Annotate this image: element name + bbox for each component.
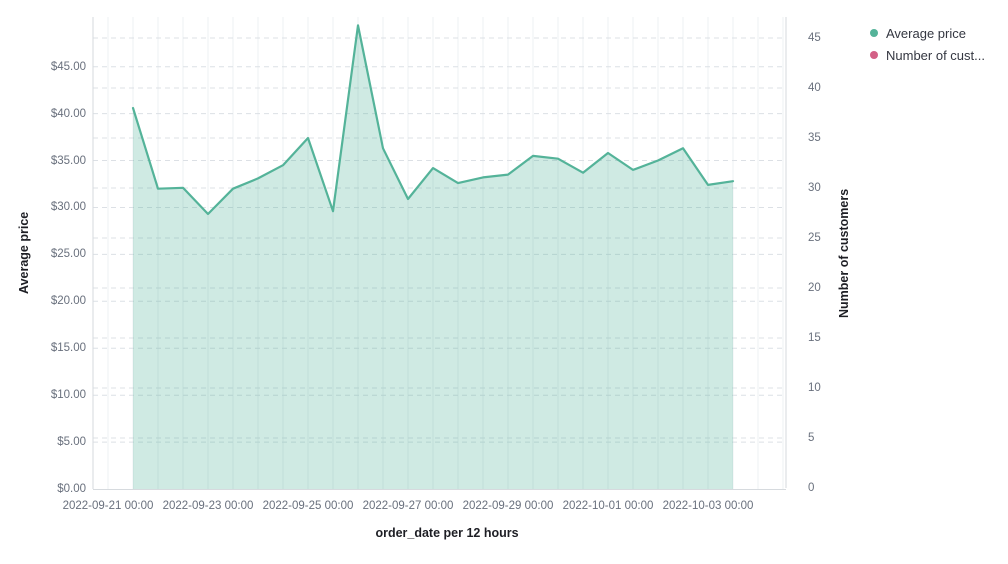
right-axis-tick-label: 30 bbox=[808, 182, 821, 194]
left-axis-tick-label: $20.00 bbox=[50, 295, 86, 308]
x-axis-tick-label: 2022-09-27 00:00 bbox=[362, 500, 454, 512]
x-axis-tick-label: 2022-10-01 00:00 bbox=[562, 500, 654, 512]
right-axis-tick-labels: 0 5 10 15 20 25 30 35 40 45 bbox=[808, 0, 868, 564]
left-axis-tick-label: $5.00 bbox=[57, 436, 86, 449]
legend-color-dot-icon bbox=[870, 29, 878, 37]
left-axis-tick-label: $0.00 bbox=[57, 483, 86, 495]
left-axis-tick-labels: $0.00 $5.00 $10.00 $15.00 $20.00 $25.00 $30.00… bbox=[0, 0, 86, 564]
right-axis-tick-label: 10 bbox=[808, 382, 821, 394]
right-axis-tick-label: 25 bbox=[808, 232, 821, 244]
x-axis-tick-label: 2022-09-25 00:00 bbox=[262, 500, 354, 512]
right-axis-title: Number of customers bbox=[837, 188, 851, 318]
right-axis-tick-label: 20 bbox=[808, 282, 821, 294]
left-axis-tick-label: $25.00 bbox=[50, 248, 86, 261]
left-axis-tick-label: $40.00 bbox=[50, 107, 86, 120]
average-price-line[interactable] bbox=[131, 24, 735, 216]
legend-color-dot-icon bbox=[870, 51, 878, 59]
legend-item-average-price[interactable]: Average price bbox=[866, 22, 1008, 44]
legend-item-number-of-cust[interactable]: Number of cust... bbox=[866, 44, 1008, 66]
left-axis-tick-label: $10.00 bbox=[50, 389, 86, 402]
right-axis-tick-label: 0 bbox=[808, 482, 815, 494]
left-axis-tick-label: $45.00 bbox=[50, 60, 86, 73]
x-axis-tick-label: 2022-09-23 00:00 bbox=[162, 500, 254, 512]
legend-item-label: Number of cust... bbox=[886, 47, 985, 63]
legend: Average price Number of cust... bbox=[866, 22, 1008, 66]
left-axis-tick-label: $35.00 bbox=[50, 154, 86, 167]
right-axis-tick-label: 45 bbox=[808, 32, 821, 44]
right-axis-tick-label: 35 bbox=[808, 132, 821, 144]
right-axis-tick-label: 40 bbox=[808, 82, 821, 94]
x-axis-tick-label: 2022-10-03 00:00 bbox=[662, 500, 754, 512]
right-axis-tick-label: 15 bbox=[808, 332, 821, 344]
left-axis-tick-label: $30.00 bbox=[50, 201, 86, 214]
x-axis-title: order_date per 12 hours bbox=[375, 526, 519, 540]
x-axis-tick-label: 2022-09-21 00:00 bbox=[62, 500, 154, 512]
legend-item-label: Average price bbox=[886, 25, 966, 41]
left-axis-title: Average price bbox=[17, 211, 31, 295]
left-axis-tick-label: $15.00 bbox=[50, 342, 86, 355]
right-axis-tick-label: 5 bbox=[808, 432, 815, 444]
average-price-area[interactable] bbox=[133, 25, 733, 490]
x-axis-tick-label: 2022-09-29 00:00 bbox=[462, 500, 554, 512]
